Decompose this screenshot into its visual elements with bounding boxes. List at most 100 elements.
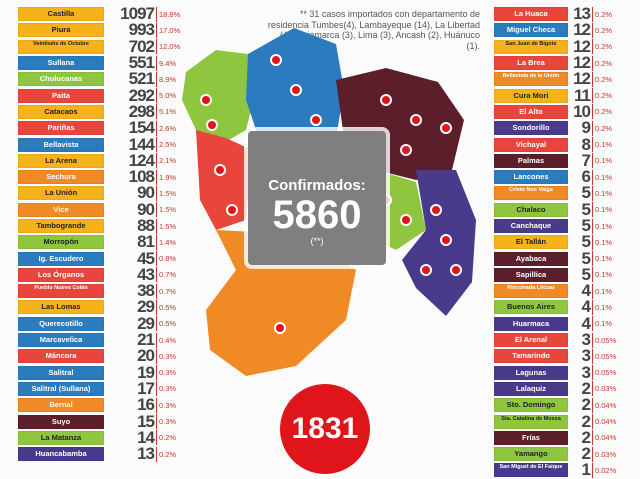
district-row: La Huaca 13 0.2%: [494, 5, 616, 22]
district-row: Cristo Nos Valga 5 0.1%: [494, 183, 616, 203]
district-percent: 0.04%: [595, 417, 617, 427]
district-percent: 0.05%: [595, 368, 617, 378]
district-row: La Arena 124 2.1%: [18, 152, 180, 169]
divider: [592, 414, 593, 430]
district-count: 12: [573, 36, 591, 56]
district-row: Veintiséis de Octubre 702 12.0%: [18, 38, 180, 55]
district-count: 5: [581, 232, 591, 252]
divider: [592, 381, 593, 397]
district-name: Vice: [18, 202, 104, 217]
district-name: San Miguel de El Faique: [494, 463, 568, 478]
district-row: Sechura 108 1.9%: [18, 168, 180, 185]
district-row: San Juan de Bigote 12 0.2%: [494, 36, 616, 56]
district-name: Castilla: [18, 7, 104, 22]
district-count: 4: [581, 297, 591, 317]
district-row: Huarmaca 4 0.1%: [494, 315, 616, 332]
district-count: 21: [137, 330, 155, 350]
district-percent: 8.9%: [159, 74, 177, 84]
district-count: 5: [581, 183, 591, 203]
district-row: Chulucanas 521 8.9%: [18, 69, 180, 89]
district-row: Pueblo Nuevo Colán 38 0.7%: [18, 282, 180, 299]
district-percent: 0.3%: [159, 384, 177, 394]
divider: [592, 88, 593, 104]
district-row: Bellavista de la Unión 12 0.2%: [494, 70, 616, 87]
case-marker: [270, 54, 282, 66]
district-count: 12: [573, 20, 591, 40]
divider: [156, 234, 157, 250]
district-percent: 0.1%: [595, 156, 613, 166]
district-count: 521: [128, 69, 155, 89]
district-percent: 0.1%: [595, 140, 613, 150]
case-marker: [440, 122, 452, 134]
district-count: 20: [137, 346, 155, 366]
divider: [156, 6, 157, 22]
case-marker: [400, 144, 412, 156]
district-percent: 0.1%: [595, 286, 613, 296]
divider: [592, 185, 593, 201]
divider: [592, 332, 593, 348]
district-count: 16: [137, 395, 155, 415]
district-name: Sechura: [18, 170, 104, 185]
district-count: 19: [137, 362, 155, 382]
divider: [592, 120, 593, 136]
case-marker: [214, 164, 226, 176]
divider: [156, 283, 157, 299]
district-percent: 0.2%: [595, 58, 613, 68]
district-name: La Brea: [494, 56, 568, 71]
district-count: 154: [128, 118, 155, 138]
district-count: 3: [581, 362, 591, 382]
divider: [592, 430, 593, 446]
case-marker: [310, 114, 322, 126]
divider: [156, 153, 157, 169]
district-count: 3: [581, 330, 591, 350]
divider: [156, 88, 157, 104]
imported-cases-note: ** 31 casos importados con departamento …: [267, 9, 480, 51]
district-percent: 0.2%: [159, 433, 177, 443]
divider: [592, 153, 593, 169]
district-row: Palmas 7 0.1%: [494, 152, 616, 169]
district-name: La Arena: [18, 153, 104, 168]
map-zone-talara: [182, 50, 256, 145]
district-percent: 0.3%: [159, 417, 177, 427]
district-percent: 0.7%: [159, 270, 177, 280]
divider: [156, 218, 157, 234]
district-percent: 0.5%: [159, 319, 177, 329]
divider: [156, 39, 157, 55]
district-row: Sapillica 5 0.1%: [494, 266, 616, 283]
divider: [156, 414, 157, 430]
district-row: Suyo 15 0.3%: [18, 413, 180, 430]
divider: [156, 381, 157, 397]
district-row: Cura Mori 11 0.2%: [494, 87, 616, 104]
district-count: 2: [581, 395, 591, 415]
district-row: Ayabaca 5 0.1%: [494, 248, 616, 268]
district-row: Piura 993 17.0%: [18, 21, 180, 38]
district-row: Marcavelica 21 0.4%: [18, 330, 180, 350]
district-percent: 0.1%: [595, 270, 613, 280]
district-row: El Arenal 3 0.05%: [494, 330, 616, 350]
district-row: El Alto 10 0.2%: [494, 103, 616, 120]
divider: [156, 185, 157, 201]
divider: [156, 267, 157, 283]
district-count: 144: [128, 134, 155, 154]
district-row: Sullana 551 9.4%: [18, 54, 180, 71]
district-percent: 0.4%: [159, 335, 177, 345]
district-percent: 2.1%: [159, 156, 177, 166]
district-name: Palmas: [494, 153, 568, 168]
district-percent: 5.1%: [159, 107, 177, 117]
district-row: Ig. Escudero 45 0.8%: [18, 250, 180, 267]
district-name: San Juan de Bigote: [494, 39, 568, 54]
district-name: Pueblo Nuevo Colán: [18, 284, 104, 299]
district-count: 5: [581, 248, 591, 268]
case-marker: [206, 119, 218, 131]
district-row: Bernal 16 0.3%: [18, 395, 180, 415]
district-count: 9: [581, 118, 591, 138]
divider: [156, 299, 157, 315]
district-percent: 0.7%: [159, 286, 177, 296]
district-count: 17: [137, 378, 155, 398]
district-percent: 1.5%: [159, 205, 177, 215]
district-name: Buenos Aires: [494, 300, 568, 315]
district-name: Sto. Domingo: [494, 398, 568, 413]
district-count: 2: [581, 378, 591, 398]
district-name: Los Órganos: [18, 267, 104, 282]
district-count: 1: [581, 460, 591, 479]
